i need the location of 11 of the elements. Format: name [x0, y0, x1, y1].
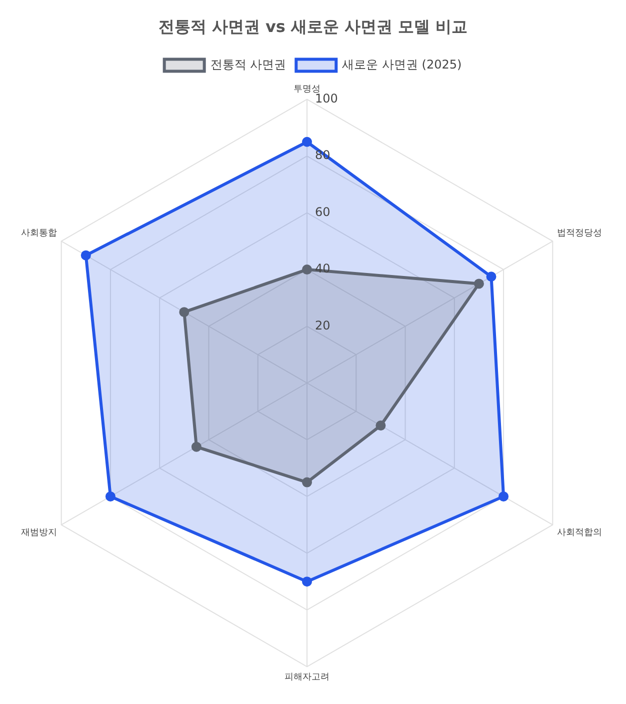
spoke-label: 재범방지: [21, 528, 57, 538]
spoke-label: 법적정당성: [557, 228, 602, 239]
y-tick-label: 60: [315, 204, 330, 219]
spoke-label: 사회적합의: [557, 528, 602, 538]
legend-label: 전통적 사면권: [210, 57, 286, 72]
chart-title: 전통적 사면권 vs 새로운 사면권 모델 비교: [158, 16, 468, 36]
spoke-label: 투명성: [294, 84, 320, 94]
y-tick-label: 20: [315, 318, 330, 332]
spoke-label: 사회통합: [21, 228, 57, 239]
legend-label: 새로운 사면권 (2025): [342, 57, 462, 72]
spoke-label: 피해자고려: [284, 672, 330, 682]
